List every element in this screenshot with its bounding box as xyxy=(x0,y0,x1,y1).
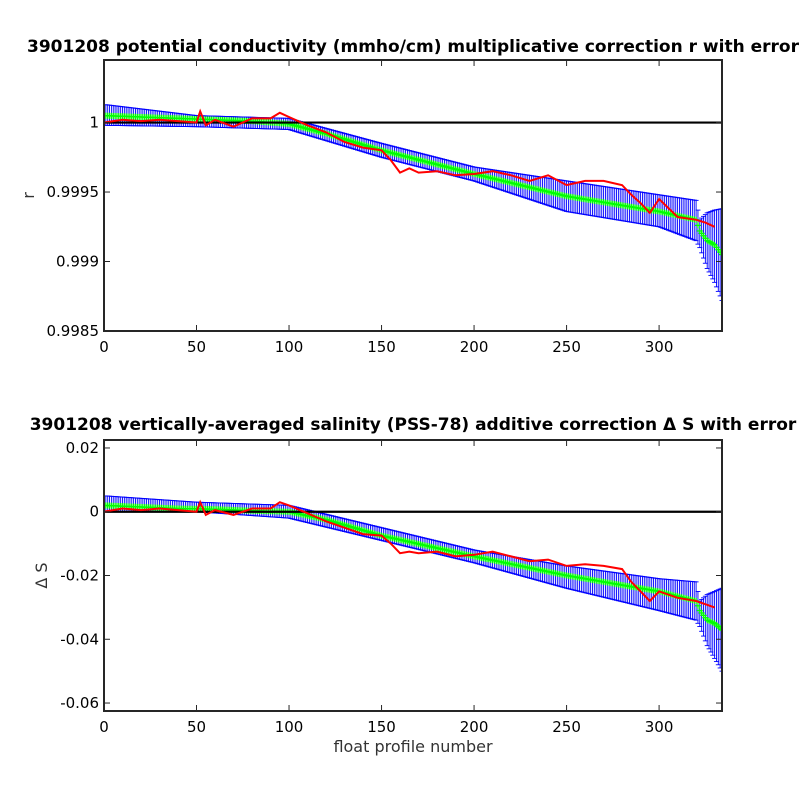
panel-conductivity-correction: 0 50 100 150 200 250 300 0.9985 0.999 0.9995 1 3901… xyxy=(19,37,800,356)
x-tick-label: 150 xyxy=(367,338,396,356)
error-bars xyxy=(104,104,722,301)
y-tick-label: 0 xyxy=(89,503,99,521)
x-tick-label: 250 xyxy=(552,718,581,736)
x-axis-label: float profile number xyxy=(333,737,493,756)
fitted-correction-series xyxy=(104,502,722,633)
error-bars xyxy=(104,495,722,672)
x-tick-label: 0 xyxy=(99,338,109,356)
correction-estimate-line xyxy=(104,108,716,228)
correction-estimate-line xyxy=(104,499,715,609)
axes-box xyxy=(103,59,723,332)
x-tick-label: 150 xyxy=(367,718,396,736)
y-tick-label: -0.06 xyxy=(60,694,99,712)
x-tick-label: 250 xyxy=(552,338,581,356)
y-tick-label: 0.02 xyxy=(66,439,99,457)
panel-salinity-correction: 0 50 100 150 200 250 300 -0.06 -0.04 -0.02 0 0.02 39… xyxy=(30,415,797,756)
y-tick-label: -0.02 xyxy=(60,567,99,585)
x-tick-label: 100 xyxy=(275,718,304,736)
x-tick-label: 0 xyxy=(99,718,109,736)
x-tick-label: 50 xyxy=(187,718,206,736)
plot-area xyxy=(104,104,722,301)
fitted-correction-series xyxy=(104,112,722,258)
x-tick-label: 300 xyxy=(645,718,674,736)
chart-title: 3901208 vertically-averaged salinity (PS… xyxy=(30,415,797,435)
plot-area xyxy=(104,495,722,672)
chart-title: 3901208 potential conductivity (mmho/cm)… xyxy=(27,37,800,57)
y-axis-label: Δ S xyxy=(32,562,51,588)
y-tick-label: -0.04 xyxy=(60,630,99,648)
y-axis-label: r xyxy=(19,192,38,199)
y-tick-label: 0.9995 xyxy=(47,183,100,201)
x-tick-label: 300 xyxy=(645,338,674,356)
x-tick-label: 100 xyxy=(275,338,304,356)
x-tick-label: 200 xyxy=(460,338,489,356)
x-tick-label: 200 xyxy=(460,718,489,736)
y-tick-label: 0.9985 xyxy=(47,322,100,340)
y-tick-label: 1 xyxy=(89,114,99,132)
x-tick-label: 50 xyxy=(187,338,206,356)
y-tick-label: 0.999 xyxy=(56,253,99,271)
